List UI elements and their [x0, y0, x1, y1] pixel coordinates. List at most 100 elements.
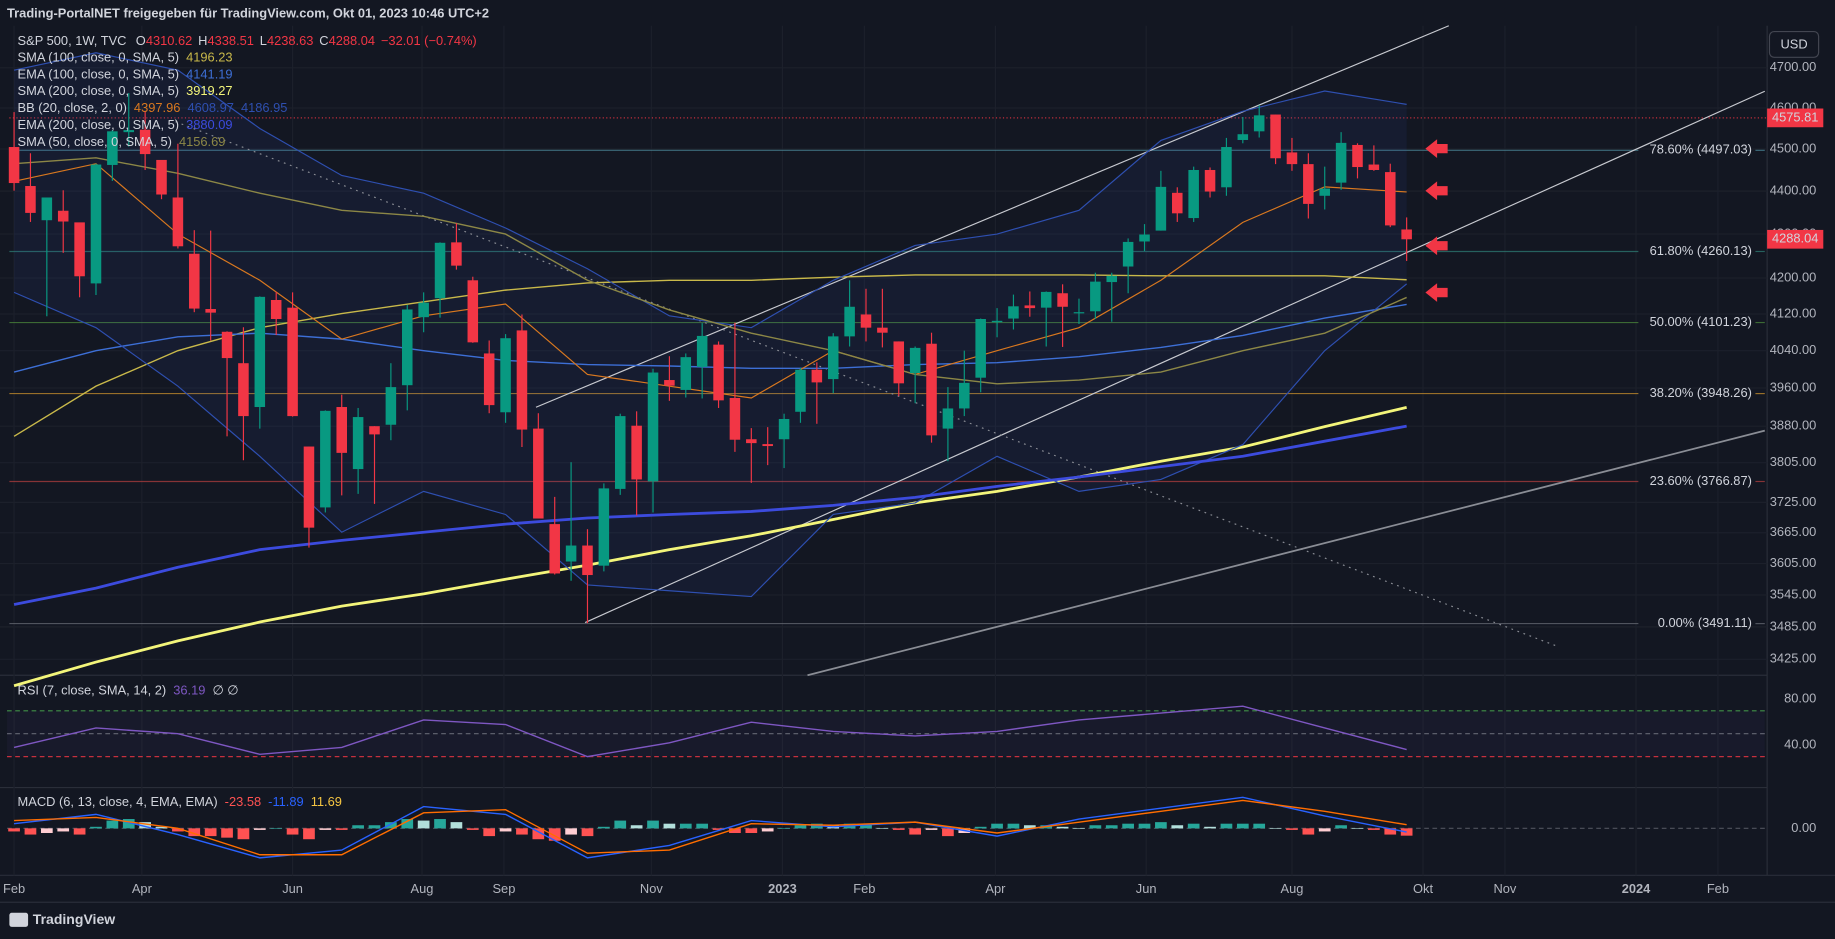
fib-label: 23.60% (3766.87) — [1650, 473, 1752, 488]
candle-body — [1319, 188, 1330, 196]
candle-body — [942, 408, 954, 429]
histogram-bar — [761, 828, 774, 832]
histogram-bar — [794, 825, 807, 829]
histogram-bar — [8, 828, 20, 832]
legend-row: SMA (100, close, 0, SMA, 5) 4196.23 — [18, 50, 233, 65]
candle-body — [959, 382, 970, 409]
legend-row: SMA (50, close, 0, SMA, 5) 4156.69 — [18, 134, 226, 149]
legend-text: 4156.69 — [179, 134, 225, 149]
histogram-bar — [925, 828, 938, 830]
histogram-bar — [614, 820, 627, 829]
histogram-bar — [581, 828, 594, 837]
price-line-box — [1767, 108, 1824, 128]
legend-text: SMA (200, close, 0, SMA, 5) — [18, 84, 180, 99]
candle-body — [123, 130, 135, 133]
candle-body — [369, 426, 380, 435]
candle-body — [746, 439, 757, 444]
candle-body — [352, 417, 364, 470]
histogram-bar — [745, 828, 758, 834]
legend-row: BB (20, close, 2, 0) 4397.96 4608.97 4186.9… — [18, 100, 288, 115]
legend-text: EMA (200, close, 0, SMA, 5) — [18, 117, 180, 132]
rsi-line — [13, 705, 1407, 758]
candle-body — [1303, 164, 1314, 204]
histogram-bar — [90, 826, 102, 829]
y-tick-label: 4700.00 — [1770, 59, 1816, 74]
candle-body — [1090, 281, 1101, 312]
fib-label: 50.00% (4101.23) — [1650, 314, 1752, 329]
legend-row: S&P 500, 1W, TVC O4310.62 H4338.51 L4238.63… — [18, 34, 477, 49]
legend-row: EMA (100, close, 0, SMA, 5) 4141.19 — [18, 67, 233, 82]
candle-body — [1335, 142, 1347, 183]
histogram-bar — [1187, 823, 1200, 829]
histogram-bar — [450, 822, 463, 829]
currency-label[interactable]: USD — [1780, 36, 1807, 51]
x-tick-label: Aug — [411, 881, 434, 896]
candle-body — [680, 357, 692, 390]
y-tick-label: 3605.00 — [1770, 555, 1816, 570]
bb-lower — [13, 283, 1408, 598]
histogram-bar — [303, 828, 315, 840]
fib-label: 61.80% (4260.13) — [1650, 243, 1752, 258]
histogram-bar — [237, 828, 250, 840]
fib-label: 38.20% (3948.26) — [1650, 385, 1752, 400]
legend-text: 4338.51 — [207, 34, 253, 49]
x-tick-label: Aug — [1281, 881, 1304, 896]
y-tick-label: 3805.00 — [1770, 454, 1816, 469]
y-tick-label: 4400.00 — [1770, 183, 1816, 198]
histogram-bar — [991, 823, 1003, 829]
histogram-bar — [1236, 823, 1249, 829]
candle-body — [238, 363, 249, 417]
candle-body — [1352, 144, 1363, 168]
histogram-bar — [155, 826, 168, 829]
macd-line — [14, 799, 1407, 856]
candle-body — [631, 425, 642, 480]
y-tick-label: 0.00 — [1791, 820, 1816, 835]
candle-body — [1237, 134, 1249, 140]
y-tick-label: 4200.00 — [1770, 269, 1816, 284]
x-tick-label: Sep — [492, 881, 515, 896]
histogram-bar — [729, 828, 741, 834]
x-tick-label: 2023 — [768, 881, 797, 896]
currency-button[interactable] — [1768, 31, 1820, 58]
candle-body — [991, 320, 1003, 323]
histogram-bar — [1384, 828, 1397, 835]
legend-text: 36.19 — [173, 683, 205, 698]
histogram-bar — [40, 828, 53, 834]
candle-body — [516, 330, 528, 430]
histogram-bar — [974, 826, 987, 829]
legend-text: 4238.63 — [267, 34, 313, 49]
histogram-bar — [57, 828, 70, 832]
histogram-bar — [1023, 825, 1036, 829]
candle-body — [598, 488, 610, 566]
legend-text: SMA (100, close, 0, SMA, 5) — [18, 50, 180, 65]
y-tick-label: 4120.00 — [1770, 305, 1816, 320]
x-tick-label: Apr — [132, 881, 153, 896]
candle-body — [582, 545, 593, 576]
histogram-bar — [663, 823, 676, 829]
candle-body — [172, 197, 184, 247]
candle-body — [303, 446, 315, 528]
histogram-bar — [647, 820, 659, 829]
candle-body — [1172, 192, 1183, 214]
last-price-box — [1767, 229, 1824, 249]
candle-body — [500, 338, 511, 413]
y-tick-label: 4040.00 — [1770, 342, 1816, 357]
y-tick-label: 3425.00 — [1770, 651, 1816, 666]
candle-body — [320, 410, 331, 508]
legend-text: 4186.95 — [241, 100, 287, 115]
histogram-bar — [696, 823, 709, 829]
histogram-bar — [1302, 828, 1315, 835]
histogram-bar — [1253, 823, 1266, 829]
y-tick-label: 3725.00 — [1770, 494, 1816, 509]
fib-label: 78.60% (4497.03) — [1650, 142, 1752, 157]
legend-text: H — [198, 34, 207, 49]
histogram-bar — [1220, 823, 1233, 829]
histogram-bar — [188, 828, 201, 837]
histogram-bar — [1122, 823, 1134, 829]
candle-body — [795, 369, 806, 412]
candle-body — [41, 197, 53, 221]
candle-body — [25, 186, 36, 213]
channel-line — [584, 90, 1766, 624]
x-tick-label: Feb — [3, 881, 25, 896]
